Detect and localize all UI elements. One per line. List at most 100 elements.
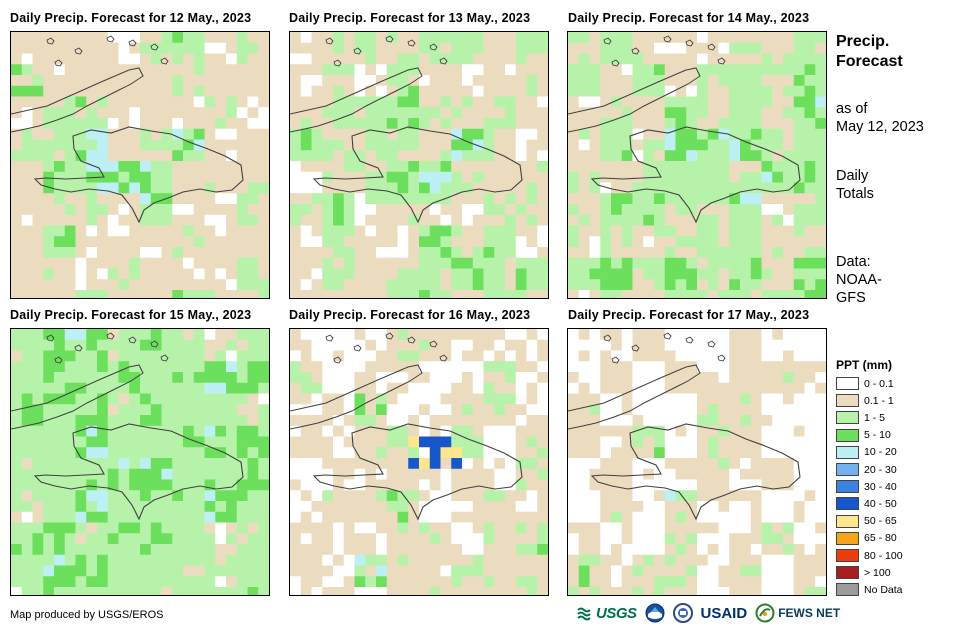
precip-grid-map (290, 32, 548, 298)
island-outline (54, 59, 63, 67)
island-outline (128, 39, 137, 47)
legend-swatch (836, 497, 859, 511)
side-title-line2: Forecast (836, 53, 903, 70)
cuba-outline (11, 67, 144, 133)
island-outline (353, 47, 362, 55)
hispaniola-outline (33, 423, 244, 521)
usgs-wave-icon (577, 607, 591, 621)
fews-net-logo-text: FEWS NET (778, 606, 841, 620)
island-outline (663, 35, 672, 43)
usaid-logo: USAID (701, 605, 748, 622)
legend-label: 80 - 100 (864, 549, 903, 562)
doi-seal-icon (672, 603, 693, 623)
island-outline (429, 43, 438, 51)
legend-swatch (836, 480, 859, 494)
island-outline (353, 344, 362, 352)
legend-swatch (836, 566, 859, 580)
island-outline (106, 35, 115, 43)
precip-grid-map (11, 32, 269, 298)
legend-swatch (836, 377, 859, 390)
as-of-date: as of May 12, 2023 (836, 100, 924, 136)
legend-swatch (836, 411, 859, 425)
legend-label: 30 - 40 (864, 480, 897, 493)
as-of-value: May 12, 2023 (836, 119, 924, 135)
panel-title-5: Daily Precip. Forecast for 16 May., 2023 (289, 308, 531, 322)
legend-item: 65 - 80 (836, 531, 897, 545)
island-outline (385, 332, 394, 340)
legend-item: 0 - 0.1 (836, 377, 894, 390)
fews-net-logo: FEWS NET (755, 603, 840, 623)
precip-grid-map (290, 329, 548, 595)
forecast-map-panel (567, 328, 827, 596)
legend-swatch (836, 428, 859, 442)
panel-title-1: Daily Precip. Forecast for 12 May., 2023 (10, 11, 252, 25)
map-credit: Map produced by USGS/EROS (10, 609, 164, 621)
island-outline (407, 336, 416, 344)
island-outline (128, 336, 137, 344)
island-outline (407, 39, 416, 47)
island-outline (333, 356, 342, 364)
island-outline (685, 336, 694, 344)
island-outline (717, 354, 726, 362)
legend-item: 40 - 50 (836, 497, 897, 511)
cuba-outline (568, 67, 701, 133)
legend-label: 40 - 50 (864, 497, 897, 510)
legend-swatch (836, 514, 859, 528)
hispaniola-outline (33, 126, 244, 224)
island-outline (150, 340, 159, 348)
island-outline (717, 57, 726, 65)
fews-globe-icon (755, 603, 775, 623)
noaa-emblem-icon (645, 603, 665, 623)
panel-title-2: Daily Precip. Forecast for 13 May., 2023 (289, 11, 531, 25)
legend-item: 10 - 20 (836, 445, 897, 459)
legend-item: 5 - 10 (836, 428, 891, 442)
cuba-outline (290, 364, 423, 430)
legend-label: 5 - 10 (864, 429, 891, 442)
cuba-outline (11, 364, 144, 430)
legend-label: 50 - 65 (864, 515, 897, 528)
legend-swatch (836, 549, 859, 562)
legend-item: 80 - 100 (836, 549, 903, 562)
island-outline (46, 37, 55, 45)
legend-item: > 100 (836, 566, 891, 580)
legend-label: 10 - 20 (864, 446, 897, 459)
legend-label: 0 - 0.1 (864, 377, 894, 390)
legend-item: No Data (836, 583, 903, 597)
legend-item: 50 - 65 (836, 514, 897, 528)
island-outline (333, 59, 342, 67)
legend-label: > 100 (864, 566, 891, 579)
legend-label: 0.1 - 1 (864, 394, 894, 407)
forecast-map-panel (289, 31, 549, 299)
legend-item: 30 - 40 (836, 480, 897, 494)
cuba-outline (290, 67, 423, 133)
island-outline (74, 344, 83, 352)
precip-grid-map (568, 329, 826, 595)
partner-logos: USGS USAID FEWS NET (577, 603, 840, 623)
island-outline (46, 334, 55, 342)
island-outline (385, 35, 394, 43)
legend-swatch (836, 463, 859, 476)
forecast-map-panel (289, 328, 549, 596)
panel-title-4: Daily Precip. Forecast for 15 May., 2023 (10, 308, 252, 322)
data-source-note: Data: NOAA- GFS (836, 253, 882, 307)
side-title-line1: Precip. (836, 33, 890, 50)
forecast-map-panel (567, 31, 827, 299)
legend-swatch (836, 394, 859, 408)
island-outline (631, 47, 640, 55)
legend-label: 1 - 5 (864, 411, 886, 424)
forecast-map-panel (10, 31, 270, 299)
usgs-logo-text: USGS (596, 604, 637, 622)
island-outline (160, 57, 169, 65)
legend-swatch (836, 583, 859, 597)
island-outline (663, 332, 672, 340)
island-outline (429, 340, 438, 348)
island-outline (74, 47, 83, 55)
legend-label: 65 - 80 (864, 532, 897, 545)
hispaniola-outline (590, 423, 801, 521)
legend-label: No Data (864, 583, 903, 596)
legend-item: 0.1 - 1 (836, 394, 894, 408)
usaid-logo-text: USAID (700, 604, 748, 622)
side-title: Precip. Forecast (836, 32, 903, 72)
forecast-map-panel (10, 328, 270, 596)
usgs-logo: USGS (577, 605, 637, 622)
